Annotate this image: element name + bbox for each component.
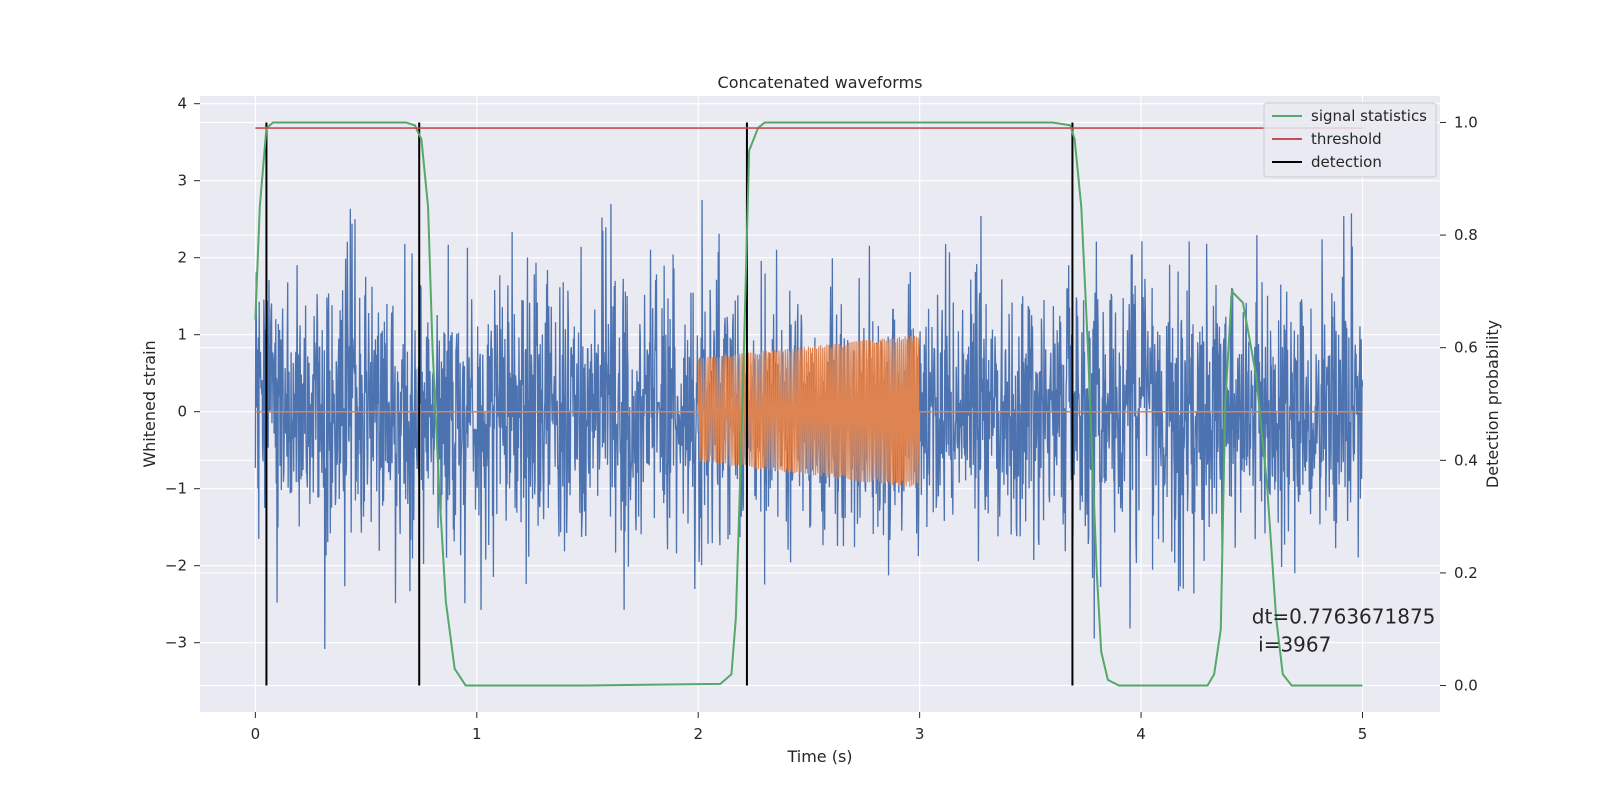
y-tick-label: 2 <box>177 249 187 267</box>
x-tick-label: 3 <box>915 725 925 743</box>
y2-tick-label: 0.6 <box>1454 339 1478 357</box>
signal-statistics-line <box>254 121 1363 687</box>
legend-label-signal-statistics: signal statistics <box>1311 107 1427 125</box>
y2-tick-label: 0.2 <box>1454 564 1478 582</box>
x-axis-ticks: 0 1 2 3 4 5 <box>251 712 1368 743</box>
y2-tick-label: 0.8 <box>1454 226 1478 244</box>
x-tick-label: 2 <box>693 725 703 743</box>
x-tick-label: 0 <box>251 725 261 743</box>
x-tick-label: 1 <box>472 725 482 743</box>
right-y-axis-label: Detection probability <box>1483 320 1502 488</box>
x-tick-label: 4 <box>1136 725 1146 743</box>
waveform-chirp <box>697 335 921 489</box>
annotation-index: i=3967 <box>1252 633 1332 657</box>
grid-lines <box>200 96 1440 712</box>
y-tick-label: −3 <box>165 634 187 652</box>
y-tick-label: −1 <box>165 480 187 498</box>
annotation-dt: dt=0.7763671875 <box>1252 605 1436 629</box>
signal-statistics-series <box>254 121 1363 687</box>
y2-tick-label: 0.0 <box>1454 677 1478 695</box>
injected-waveform-series <box>255 335 1363 489</box>
x-tick-label: 5 <box>1358 725 1368 743</box>
legend: signal statistics threshold detection <box>1263 102 1437 178</box>
noise-line <box>254 199 1364 649</box>
noise-series <box>254 199 1364 649</box>
y-axis-label: Whitened strain <box>140 340 159 467</box>
x-axis-label: Time (s) <box>786 747 852 766</box>
y-tick-label: 0 <box>177 403 187 421</box>
y-tick-label: 4 <box>177 95 187 113</box>
y-tick-label: −2 <box>165 557 187 575</box>
y-axis-ticks: −3 −2 −1 0 1 2 3 4 <box>165 95 200 652</box>
legend-label-threshold: threshold <box>1311 130 1382 148</box>
legend-box <box>1263 102 1437 178</box>
y-tick-label: 1 <box>177 326 187 344</box>
y2-tick-label: 0.4 <box>1454 451 1478 469</box>
y-tick-label: 3 <box>177 172 187 190</box>
chart-title: Concatenated waveforms <box>718 73 923 92</box>
y2-tick-label: 1.0 <box>1454 113 1478 131</box>
right-y-axis-ticks: 0.0 0.2 0.4 0.6 0.8 1.0 <box>1440 113 1478 695</box>
legend-label-detection: detection <box>1311 153 1382 171</box>
